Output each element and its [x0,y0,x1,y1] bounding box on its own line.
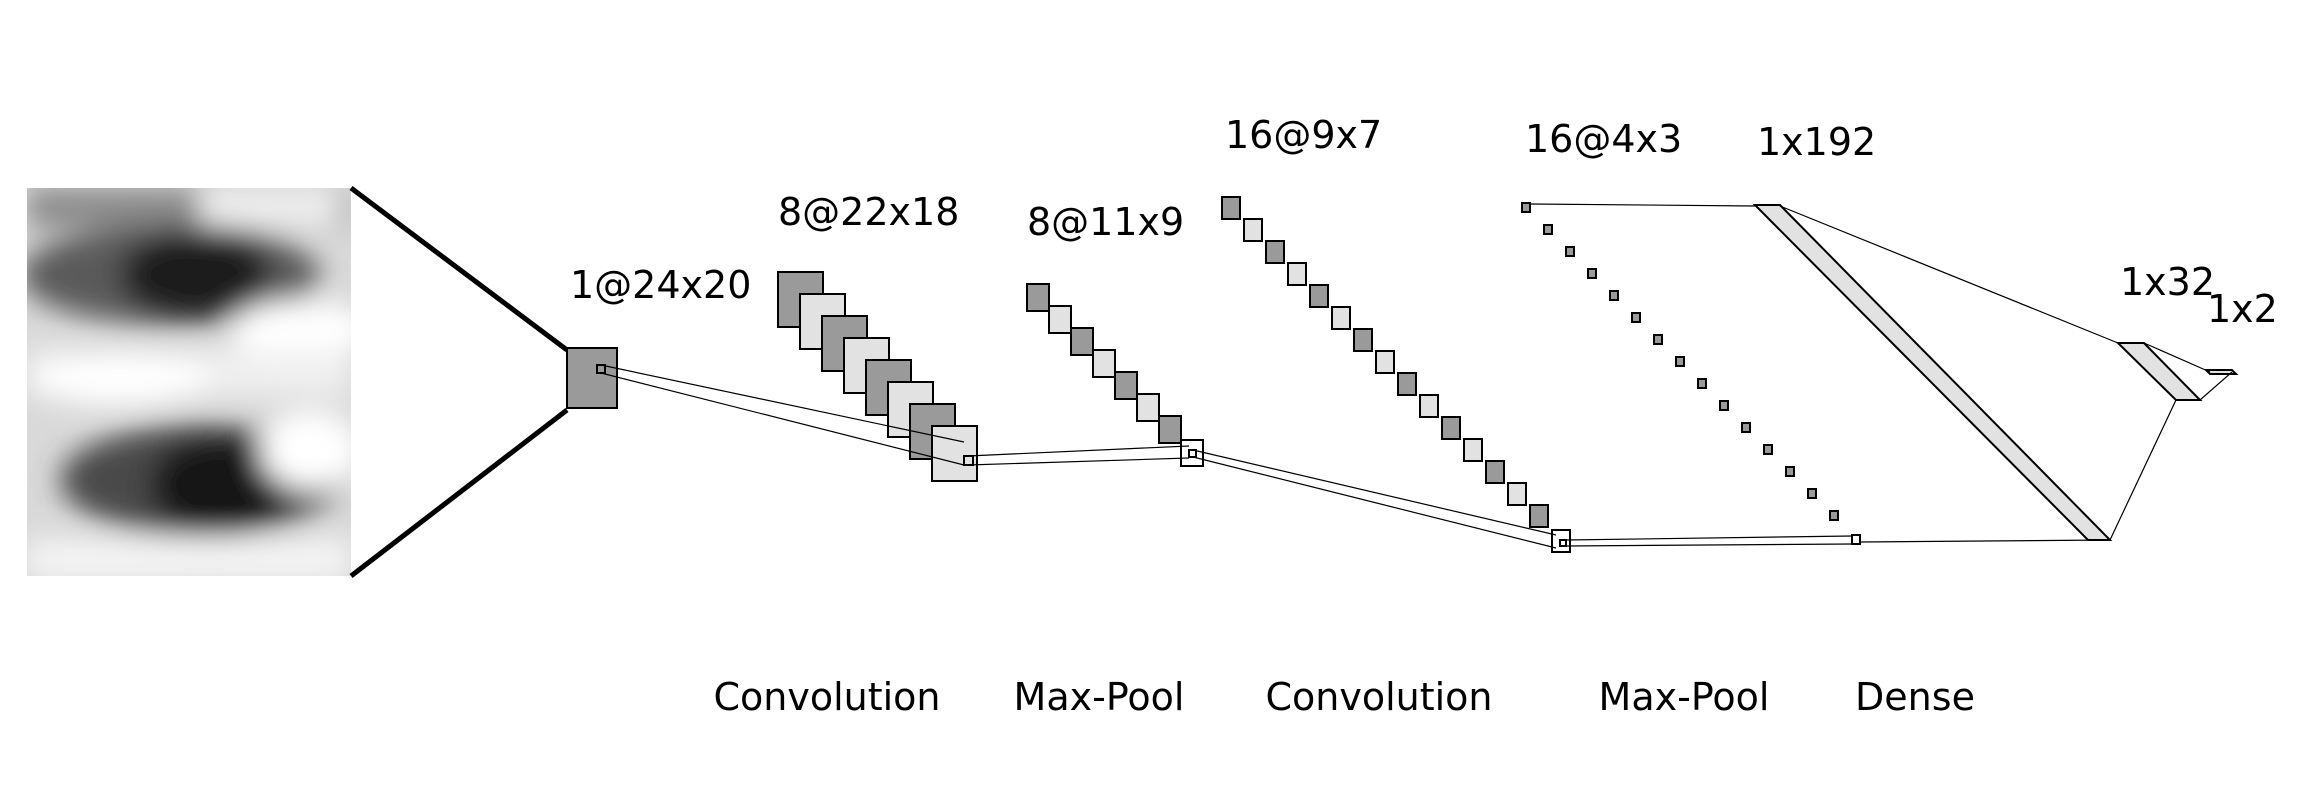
layer3-map-8-outline [1180,439,1204,467]
layer8-output-bar [2203,369,2239,375]
layer3-map-4 [1092,349,1116,378]
input-eye-image [27,188,351,576]
funnel-line-bottom [349,408,569,578]
layer3-map-1 [1026,283,1050,312]
layer3-map-3 [1070,327,1094,356]
layer4-kernel-box [1559,539,1567,547]
layer3-map-2 [1048,305,1072,334]
layer3-map-6 [1136,393,1160,422]
op-label-maxpool-1: Max-Pool [1014,675,1185,719]
layer1-feature-map [566,347,618,409]
layer-label-8: 1x2 [2207,287,2278,331]
layer7-dense-bar [2115,342,2203,401]
layer-label-5: 16@4x3 [1525,117,1682,161]
layer3-kernel-box [1188,449,1197,458]
op-label-convolution-2: Convolution [1265,675,1492,719]
layer-label-7: 1x32 [2120,260,2215,304]
op-label-dense: Dense [1855,675,1975,719]
layer-label-4: 16@9x7 [1225,113,1382,157]
layer3-map-5 [1114,371,1138,400]
layer4-feature-maps [1221,196,1571,553]
layer2-map-8 [931,425,978,482]
connection-lines [600,203,2233,549]
op-label-convolution-1: Convolution [713,675,940,719]
layer3-feature-maps [1026,283,1204,467]
layer-label-1: 1@24x20 [570,263,751,307]
layer5-feature-maps [1521,202,1861,545]
layer-label-3: 8@11x9 [1027,200,1184,244]
layer-label-6: 1x192 [1757,120,1876,164]
funnel-line-top [349,186,569,352]
op-label-maxpool-2: Max-Pool [1599,675,1770,719]
layer2-feature-maps [777,271,978,482]
layer3-map-7 [1158,415,1182,444]
layer-label-2: 8@22x18 [778,190,959,234]
